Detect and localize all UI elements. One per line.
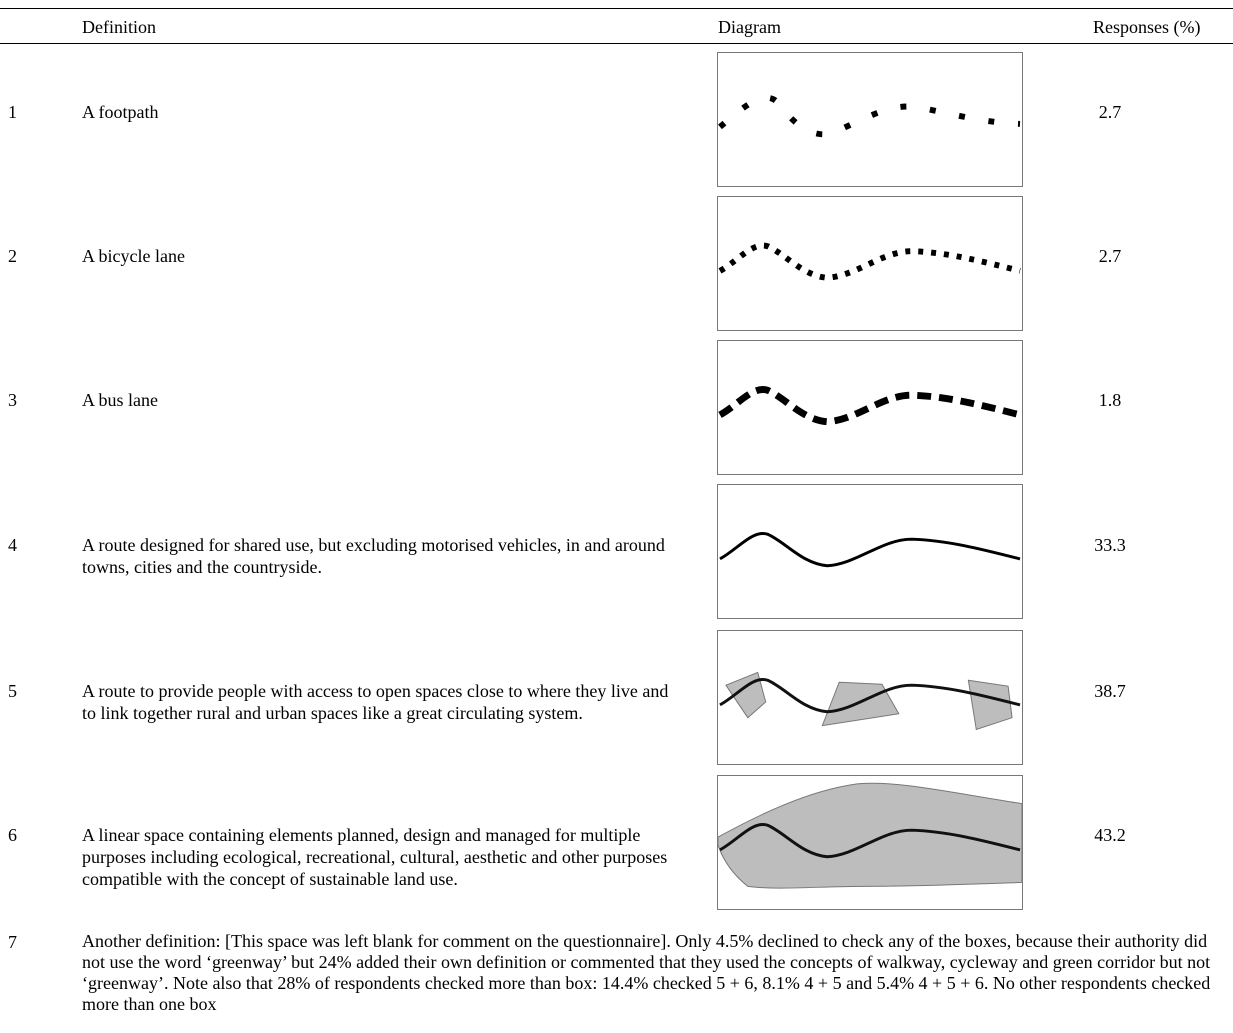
line-in-corridor-icon <box>718 782 1022 889</box>
line-with-polygons-icon <box>719 671 1021 731</box>
row-number: 1 <box>8 102 17 122</box>
header-rule <box>0 43 1233 44</box>
row-definition: A route to provide people with access to… <box>82 681 669 723</box>
row-number: 4 <box>8 535 17 555</box>
other-definition-note: Another definition: [This space was left… <box>82 931 1211 1014</box>
header-diagram: Diagram <box>718 17 781 37</box>
diagram-bus-lane <box>717 340 1023 475</box>
solid-line-icon <box>719 532 1021 568</box>
row-definition: A bus lane <box>82 390 158 410</box>
row-response: 2.7 <box>1098 246 1122 266</box>
diagram-linear-space <box>717 775 1023 910</box>
dotted-line-icon <box>718 94 1021 138</box>
row-number: 6 <box>8 825 17 845</box>
diagram-footpath <box>717 52 1023 187</box>
row-number: 2 <box>8 246 17 266</box>
row-response: 43.2 <box>1094 825 1126 845</box>
top-rule <box>0 8 1233 9</box>
diagram-shared-route <box>717 484 1023 619</box>
row-response: 1.8 <box>1098 390 1122 410</box>
dense-dotted-line-icon <box>718 242 1021 281</box>
row-definition: A linear space containing elements plann… <box>82 825 668 889</box>
dashed-line-icon <box>718 386 1021 426</box>
row-number: 3 <box>8 390 17 410</box>
row-definition: A route designed for shared use, but exc… <box>82 535 665 577</box>
header-responses: Responses (%) <box>1093 17 1201 37</box>
row-number: 5 <box>8 681 17 701</box>
header-definition: Definition <box>82 17 156 37</box>
row-response: 33.3 <box>1094 535 1126 555</box>
diagram-bicycle-lane <box>717 196 1023 331</box>
diagram-access-route <box>717 630 1023 765</box>
row-number: 7 <box>8 932 17 952</box>
row-definition: A footpath <box>82 102 159 122</box>
row-response: 38.7 <box>1094 681 1126 701</box>
row-response: 2.7 <box>1098 102 1122 122</box>
row-definition: A bicycle lane <box>82 246 185 266</box>
